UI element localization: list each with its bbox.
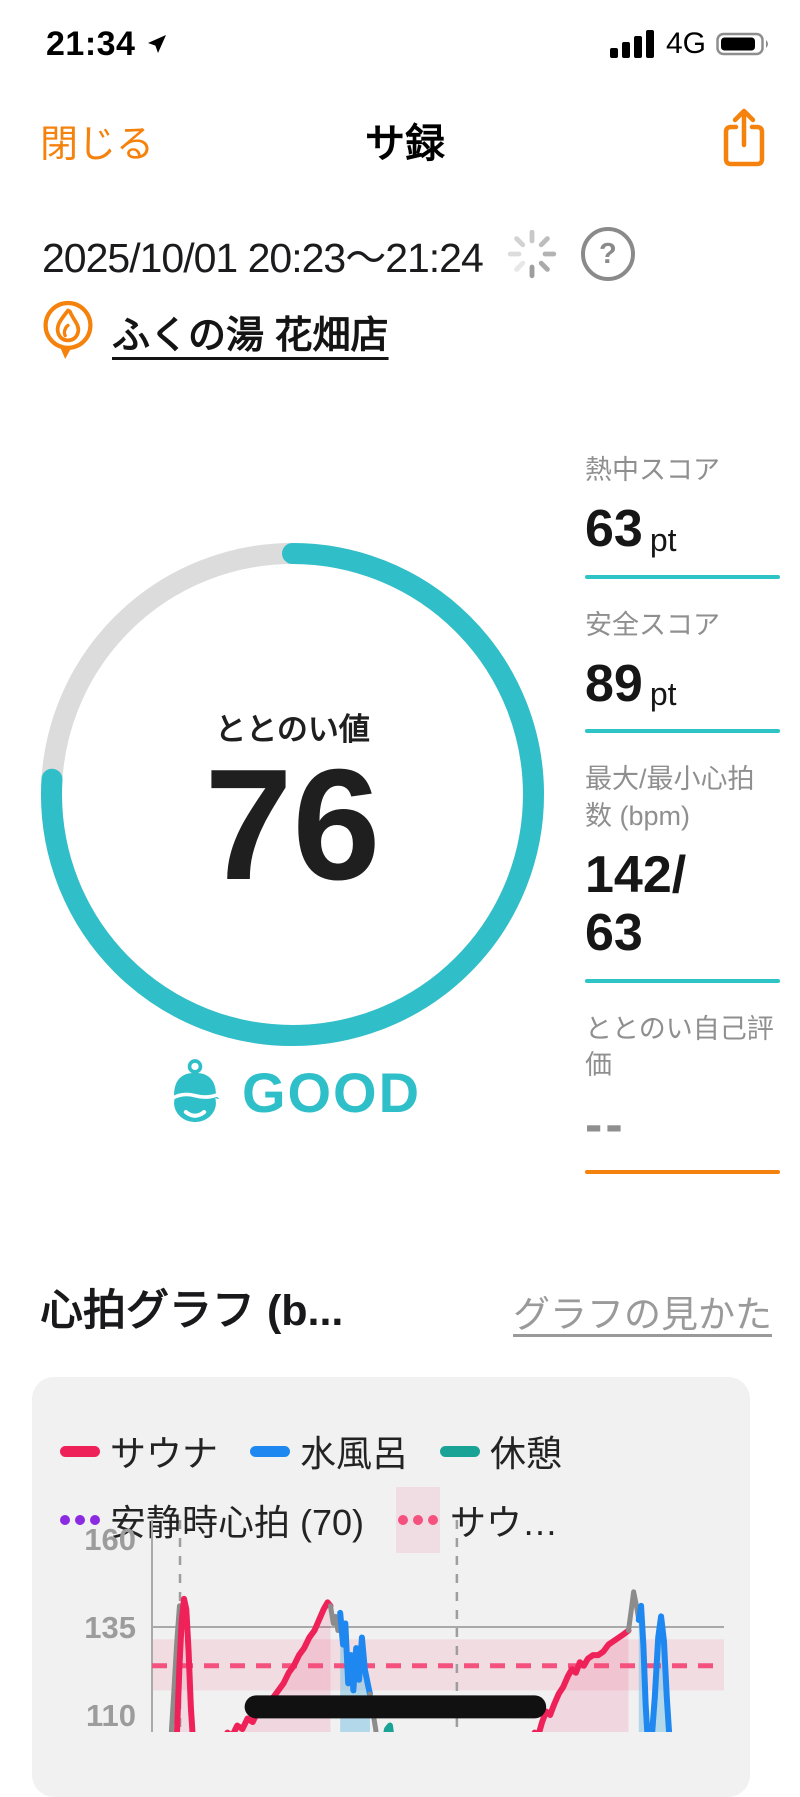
stat-label: ととのい自己評価 (585, 1013, 774, 1081)
gauge-value: 76 (204, 737, 381, 913)
stat-underline (585, 729, 780, 734)
totonoi-gauge: ととのい値 76 (40, 542, 545, 1047)
stat-underline (585, 978, 780, 983)
help-question-icon[interactable]: ? (580, 227, 635, 281)
share-icon (723, 108, 765, 166)
chart-section-header: 心拍グラフ (b... グラフの見かた (40, 1276, 772, 1338)
legend-item-mizuburo: 水風呂 (250, 1425, 408, 1477)
sauna-hat-face-icon (168, 1059, 222, 1123)
stat-underline (585, 1169, 780, 1174)
legend-item-sauna: サウナ (60, 1425, 218, 1477)
self-rating-input[interactable]: -- (585, 1096, 780, 1154)
network-type: 4G (665, 27, 706, 60)
stat-underline (585, 574, 780, 579)
gauge-label: ととのい値 (215, 712, 370, 747)
heart-rate-chart-card: サウナ 水風呂 休憩 安静時心拍 (70) サウ… 160 135 110 (32, 1377, 750, 1797)
legend-swatch (60, 1445, 100, 1457)
heart-rate-line-chart: 160 135 110 (84, 1520, 724, 1732)
location-arrow-icon (148, 35, 167, 53)
stat-label: 熱中スコア (585, 455, 720, 485)
rating-text: GOOD (241, 1060, 422, 1124)
stat-label: 安全スコア (585, 609, 720, 640)
stat-safety-score: 安全スコア 89 pt (585, 607, 780, 734)
stat-value: -- (585, 1095, 626, 1154)
flame-pin-icon (43, 300, 93, 359)
svg-text:135: 135 (84, 1610, 136, 1645)
stat-unit: pt (649, 521, 677, 558)
sauna-log-screen: { "status_bar": { "time": "21:34", "netw… (32, 22, 780, 1797)
share-button[interactable] (718, 107, 770, 174)
rating-row: GOOD (40, 1056, 545, 1128)
legend-swatch (440, 1445, 481, 1457)
battery-icon (716, 32, 768, 56)
chart-legend: サウナ 水風呂 休憩 安静時心拍 (70) サウ… (32, 1377, 750, 1553)
stat-value: 89 (585, 655, 643, 714)
legend-item-sauna-zone: サウ… (396, 1487, 558, 1553)
stat-value: 63 (585, 500, 643, 559)
legend-swatch (250, 1445, 291, 1457)
stat-value: 142/63 (585, 846, 687, 963)
status-bar: 21:34 4G (46, 22, 774, 66)
chart-help-link[interactable]: グラフの見かた (513, 1294, 772, 1335)
chart-section-title: 心拍グラフ (b... (40, 1287, 344, 1335)
nav-bar: 閉じる サ録 (40, 100, 770, 180)
venue-row: ふくの湯 花畑店 (40, 298, 389, 364)
stats-column: 熱中スコア 63 pt 安全スコア 89 pt 最大/最小心拍数 (bpm) 142… (585, 452, 780, 1202)
session-datetime: 2025/10/01 20:23〜21:24 (42, 235, 484, 281)
session-datetime-row: 2025/10/01 20:23〜21:24 ? (42, 224, 774, 284)
svg-text:110: 110 (86, 1698, 136, 1732)
svg-text:160: 160 (84, 1522, 136, 1557)
status-time: 21:34 (46, 24, 136, 63)
close-button[interactable]: 閉じる (40, 123, 155, 166)
legend-swatch (396, 1487, 441, 1553)
stat-heat-score: 熱中スコア 63 pt (585, 452, 780, 579)
stat-unit: pt (649, 676, 677, 713)
stat-max-min-hr: 最大/最小心拍数 (bpm) 142/63 (585, 761, 780, 983)
stat-self-rating: ととのい自己評価 -- (585, 1011, 780, 1174)
loading-spinner-icon (507, 229, 556, 279)
legend-swatch (60, 1515, 100, 1525)
venue-link[interactable]: ふくの湯 花畑店 (112, 314, 389, 357)
cellular-signal-icon (609, 30, 654, 58)
gauge-arc (41, 543, 544, 1046)
legend-item-rest: 休憩 (440, 1425, 562, 1477)
stat-label: 最大/最小心拍数 (bpm) (585, 764, 755, 831)
